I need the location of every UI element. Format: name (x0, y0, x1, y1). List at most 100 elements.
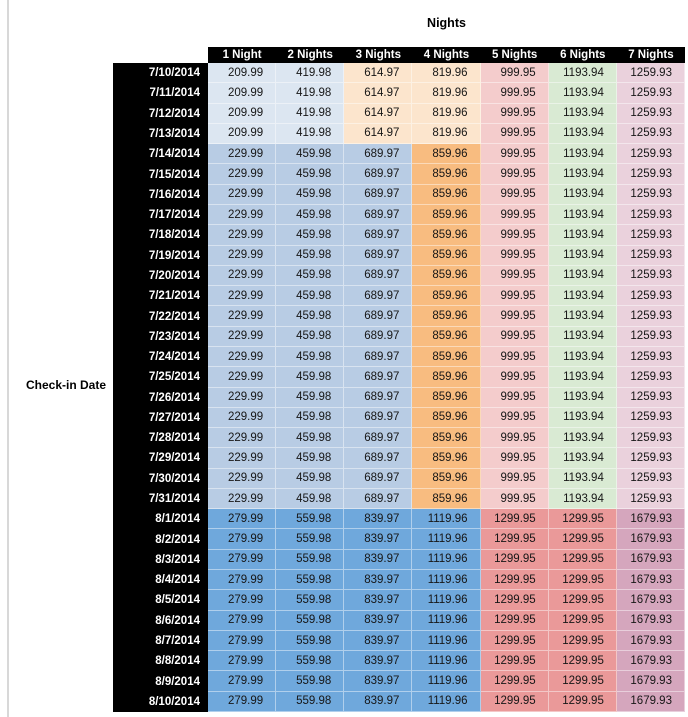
price-cell[interactable]: 1193.94 (548, 184, 617, 205)
price-cell[interactable]: 1259.93 (616, 83, 685, 104)
price-cell[interactable]: 1119.96 (412, 529, 481, 550)
price-cell[interactable]: 229.99 (208, 164, 277, 185)
price-cell[interactable]: 1193.94 (548, 103, 617, 124)
price-cell[interactable]: 559.98 (276, 630, 345, 652)
price-cell[interactable]: 1119.96 (412, 671, 481, 692)
price-cell[interactable]: 459.98 (276, 326, 345, 347)
row-header-date[interactable]: 8/4/2014 (113, 570, 208, 591)
price-cell[interactable]: 229.99 (208, 367, 277, 388)
price-cell[interactable]: 839.97 (344, 671, 413, 692)
price-cell[interactable]: 859.96 (412, 326, 481, 347)
row-header-date[interactable]: 8/3/2014 (113, 549, 208, 571)
price-cell[interactable]: 1193.94 (548, 387, 617, 408)
price-cell[interactable]: 229.99 (208, 245, 277, 266)
price-cell[interactable]: 1299.95 (480, 651, 549, 672)
price-cell[interactable]: 1259.93 (616, 346, 685, 368)
price-cell[interactable]: 279.99 (208, 630, 277, 652)
price-cell[interactable]: 999.95 (480, 103, 549, 124)
price-cell[interactable]: 839.97 (344, 529, 413, 550)
price-cell[interactable]: 819.96 (412, 103, 481, 124)
price-cell[interactable]: 459.98 (276, 428, 345, 449)
price-cell[interactable]: 279.99 (208, 590, 277, 611)
price-cell[interactable]: 1193.94 (548, 488, 617, 510)
price-cell[interactable]: 689.97 (344, 326, 413, 347)
price-cell[interactable]: 999.95 (480, 286, 549, 307)
price-cell[interactable]: 459.98 (276, 387, 345, 408)
price-cell[interactable]: 229.99 (208, 184, 277, 205)
price-cell[interactable]: 459.98 (276, 367, 345, 388)
price-cell[interactable]: 999.95 (480, 225, 549, 246)
price-cell[interactable]: 859.96 (412, 387, 481, 408)
price-cell[interactable]: 229.99 (208, 387, 277, 408)
price-cell[interactable]: 689.97 (344, 407, 413, 429)
price-cell[interactable]: 689.97 (344, 286, 413, 307)
price-cell[interactable]: 859.96 (412, 468, 481, 489)
price-cell[interactable]: 1299.95 (480, 509, 549, 530)
price-cell[interactable]: 859.96 (412, 204, 481, 226)
price-cell[interactable]: 1259.93 (616, 367, 685, 388)
row-header-date[interactable]: 8/2/2014 (113, 529, 208, 550)
price-cell[interactable]: 1679.93 (616, 610, 685, 631)
price-cell[interactable]: 1299.95 (480, 549, 549, 571)
price-cell[interactable]: 839.97 (344, 691, 413, 712)
price-cell[interactable]: 1259.93 (616, 387, 685, 408)
price-cell[interactable]: 1679.93 (616, 509, 685, 530)
price-cell[interactable]: 839.97 (344, 630, 413, 652)
price-cell[interactable]: 1259.93 (616, 245, 685, 266)
price-cell[interactable]: 1193.94 (548, 367, 617, 388)
price-cell[interactable]: 1299.95 (548, 651, 617, 672)
price-cell[interactable]: 419.98 (276, 103, 345, 124)
price-cell[interactable]: 559.98 (276, 691, 345, 712)
price-cell[interactable]: 1119.96 (412, 610, 481, 631)
price-cell[interactable]: 1259.93 (616, 286, 685, 307)
price-cell[interactable]: 1679.93 (616, 529, 685, 550)
price-cell[interactable]: 279.99 (208, 671, 277, 692)
price-cell[interactable]: 689.97 (344, 306, 413, 327)
price-cell[interactable]: 279.99 (208, 570, 277, 591)
price-cell[interactable]: 1193.94 (548, 144, 617, 165)
price-cell[interactable]: 1679.93 (616, 651, 685, 672)
price-cell[interactable]: 689.97 (344, 428, 413, 449)
price-cell[interactable]: 1299.95 (548, 590, 617, 611)
price-cell[interactable]: 459.98 (276, 468, 345, 489)
price-cell[interactable]: 1679.93 (616, 590, 685, 611)
price-cell[interactable]: 999.95 (480, 326, 549, 347)
price-cell[interactable]: 1193.94 (548, 306, 617, 327)
price-cell[interactable]: 999.95 (480, 184, 549, 205)
row-header-date[interactable]: 8/6/2014 (113, 610, 208, 631)
price-cell[interactable]: 689.97 (344, 144, 413, 165)
column-header-cell[interactable]: 4 Nights (423, 49, 470, 61)
price-cell[interactable]: 1299.95 (548, 691, 617, 712)
price-cell[interactable]: 689.97 (344, 488, 413, 510)
row-header-date[interactable]: 7/23/2014 (113, 326, 208, 347)
price-cell[interactable]: 459.98 (276, 184, 345, 205)
price-cell[interactable]: 1299.95 (548, 671, 617, 692)
price-cell[interactable]: 1193.94 (548, 448, 617, 469)
price-cell[interactable]: 1679.93 (616, 570, 685, 591)
price-cell[interactable]: 1259.93 (616, 225, 685, 246)
price-cell[interactable]: 839.97 (344, 509, 413, 530)
price-cell[interactable]: 559.98 (276, 610, 345, 631)
row-header-date[interactable]: 7/24/2014 (113, 346, 208, 368)
row-header-date[interactable]: 7/17/2014 (113, 204, 208, 226)
row-header-date[interactable]: 7/18/2014 (113, 225, 208, 246)
price-cell[interactable]: 999.95 (480, 164, 549, 185)
price-cell[interactable]: 999.95 (480, 306, 549, 327)
price-cell[interactable]: 839.97 (344, 570, 413, 591)
price-cell[interactable]: 1193.94 (548, 286, 617, 307)
price-cell[interactable]: 999.95 (480, 468, 549, 489)
price-cell[interactable]: 229.99 (208, 448, 277, 469)
row-header-date[interactable]: 7/26/2014 (113, 387, 208, 408)
price-cell[interactable]: 459.98 (276, 346, 345, 368)
row-header-date[interactable]: 7/30/2014 (113, 468, 208, 489)
price-cell[interactable]: 229.99 (208, 488, 277, 510)
row-header-date[interactable]: 7/27/2014 (113, 407, 208, 429)
price-cell[interactable]: 689.97 (344, 468, 413, 489)
price-cell[interactable]: 859.96 (412, 346, 481, 368)
price-cell[interactable]: 1193.94 (548, 245, 617, 266)
price-cell[interactable]: 1259.93 (616, 144, 685, 165)
price-cell[interactable]: 459.98 (276, 225, 345, 246)
price-cell[interactable]: 689.97 (344, 448, 413, 469)
price-cell[interactable]: 999.95 (480, 367, 549, 388)
price-cell[interactable]: 689.97 (344, 245, 413, 266)
